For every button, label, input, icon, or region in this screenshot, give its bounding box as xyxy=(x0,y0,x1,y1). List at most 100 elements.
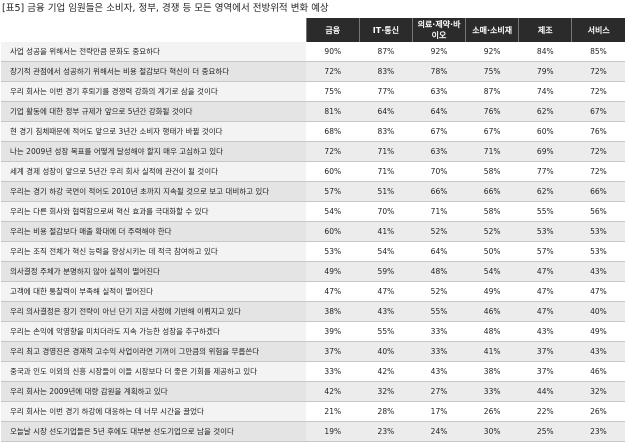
value-cell: 19% xyxy=(306,421,360,442)
value-cell: 64% xyxy=(359,101,413,122)
value-cell: 49% xyxy=(306,261,360,282)
row-label: 중국과 인도 이외의 신흥 시장들이 이들 시장보다 더 좋은 기회를 제공하고… xyxy=(1,361,307,382)
value-cell: 21% xyxy=(306,401,360,422)
value-cell: 33% xyxy=(465,381,519,402)
value-cell: 54% xyxy=(306,201,360,222)
row-label: 사업 성공을 위해서는 전략만큼 문화도 중요하다 xyxy=(1,42,307,62)
value-cell: 53% xyxy=(571,221,625,242)
table-row: 우리 의사결정은 장기 전략이 아닌 단기 지금 사정에 기반해 이뤄지고 있다… xyxy=(1,301,625,322)
table-row: 현 경기 침체때문에 적어도 앞으로 3년간 소비자 행태가 바뀔 것이다 68%… xyxy=(1,121,625,142)
column-header: 제조 xyxy=(518,18,572,42)
value-cell: 26% xyxy=(571,401,625,422)
value-cell: 52% xyxy=(465,221,519,242)
value-cell: 24% xyxy=(412,421,466,442)
row-label: 우리 회사는 이번 경기 후퇴기를 경쟁력 강화의 계기로 삼을 것이다 xyxy=(1,81,307,102)
row-label: 우리 최고 경영진은 경재적 고수익 사업이라면 기꺼이 그만큼의 위험을 무릅… xyxy=(1,341,307,362)
value-cell: 47% xyxy=(518,301,572,322)
value-cell: 53% xyxy=(306,241,360,262)
row-label: 우리는 조직 전체가 혁신 능력을 향상시키는 데 적극 참여하고 있다 xyxy=(1,241,307,262)
row-label: 세계 경제 성장이 앞으로 5년간 우리 회사 실적에 관건이 될 것이다 xyxy=(1,161,307,182)
value-cell: 75% xyxy=(306,81,360,102)
table-row: 나는 2009년 성장 목표를 어떻게 달성해야 할지 매우 고심하고 있다 72… xyxy=(1,141,625,162)
row-label: 우리 의사결정은 장기 전략이 아닌 단기 지금 사정에 기반해 이뤄지고 있다 xyxy=(1,301,307,322)
value-cell: 74% xyxy=(518,81,572,102)
value-cell: 72% xyxy=(571,61,625,82)
value-cell: 51% xyxy=(359,181,413,202)
value-cell: 72% xyxy=(306,61,360,82)
value-cell: 54% xyxy=(465,261,519,282)
value-cell: 33% xyxy=(412,341,466,362)
table-row: 의사결정 주체가 분명하지 않아 실적이 떨어진다 49% 59% 48% 54% 47%… xyxy=(1,261,625,282)
table-row: 고객에 대한 통찰력이 부족해 실적이 떨어진다 47% 47% 52% 49% 47% 4… xyxy=(1,281,625,302)
value-cell: 47% xyxy=(518,261,572,282)
value-cell: 48% xyxy=(465,321,519,342)
value-cell: 55% xyxy=(518,201,572,222)
row-label: 우리는 손익에 악영향을 미치더라도 지속 가능한 성장을 추구하겠다 xyxy=(1,321,307,342)
row-label: 우리 회사는 이번 경기 하강에 대응하는 데 너무 시간을 끌었다 xyxy=(1,401,307,422)
value-cell: 37% xyxy=(518,341,572,362)
table-row: 오늘날 시장 선도기업들은 5년 후에도 대부분 선도기업으로 남을 것이다 19… xyxy=(1,421,625,442)
value-cell: 67% xyxy=(571,101,625,122)
value-cell: 26% xyxy=(465,401,519,422)
table-row: 우리 최고 경영진은 경재적 고수익 사업이라면 기꺼이 그만큼의 위험을 무릅… xyxy=(1,341,625,362)
value-cell: 22% xyxy=(518,401,572,422)
value-cell: 43% xyxy=(518,321,572,342)
value-cell: 55% xyxy=(412,301,466,322)
row-label: 우리 회사는 2009년에 대량 감원을 계획하고 있다 xyxy=(1,381,307,402)
value-cell: 40% xyxy=(571,301,625,322)
row-label: 고객에 대한 통찰력이 부족해 실적이 떨어진다 xyxy=(1,281,307,302)
value-cell: 47% xyxy=(571,281,625,302)
row-label: 의사결정 주체가 분명하지 않아 실적이 떨어진다 xyxy=(1,261,307,282)
row-label: 우리는 비용 절감보다 매출 확대에 더 주력해야 한다 xyxy=(1,221,307,242)
value-cell: 81% xyxy=(306,101,360,122)
value-cell: 17% xyxy=(412,401,466,422)
survey-table: 금융 IT·통신 의료·제약·바이오 소매·소비재 제조 서비스 사업 성공을 … xyxy=(1,18,625,442)
row-label: 우리는 경기 하강 국면이 적어도 2010년 초까지 지속될 것으로 보고 대… xyxy=(1,181,307,202)
row-label: 기업 활동에 대한 정부 규제가 앞으로 5년간 강화될 것이다 xyxy=(1,101,307,122)
value-cell: 84% xyxy=(518,42,572,62)
value-cell: 68% xyxy=(306,121,360,142)
table-row: 우리는 손익에 악영향을 미치더라도 지속 가능한 성장을 추구하겠다 39% 55… xyxy=(1,321,625,342)
value-cell: 37% xyxy=(306,341,360,362)
table-row: 중국과 인도 이외의 신흥 시장들이 이들 시장보다 더 좋은 기회를 제공하고… xyxy=(1,361,625,382)
column-header: 서비스 xyxy=(571,18,625,42)
value-cell: 27% xyxy=(412,381,466,402)
table-row: 우리 회사는 이번 경기 후퇴기를 경쟁력 강화의 계기로 삼을 것이다 75% 7… xyxy=(1,81,625,102)
value-cell: 70% xyxy=(412,161,466,182)
value-cell: 72% xyxy=(306,141,360,162)
column-header: IT·통신 xyxy=(358,18,413,42)
value-cell: 72% xyxy=(571,81,625,102)
value-cell: 60% xyxy=(518,121,572,142)
header-row: 금융 IT·통신 의료·제약·바이오 소매·소비재 제조 서비스 xyxy=(1,18,625,42)
value-cell: 66% xyxy=(571,181,625,202)
value-cell: 52% xyxy=(412,281,466,302)
value-cell: 40% xyxy=(359,341,413,362)
value-cell: 50% xyxy=(465,241,519,262)
table-row: 기업 활동에 대한 정부 규제가 앞으로 5년간 강화될 것이다 81% 64% 64… xyxy=(1,101,625,122)
value-cell: 38% xyxy=(306,301,360,322)
table-row: 우리는 조직 전체가 혁신 능력을 향상시키는 데 적극 참여하고 있다 53% 5… xyxy=(1,241,625,262)
value-cell: 66% xyxy=(412,181,466,202)
value-cell: 71% xyxy=(359,141,413,162)
row-label: 오늘날 시장 선도기업들은 5년 후에도 대부분 선도기업으로 남을 것이다 xyxy=(1,421,307,442)
value-cell: 58% xyxy=(465,161,519,182)
row-label: 우리는 다른 회사와 협력함으로써 혁신 효과를 극대화할 수 있다 xyxy=(1,201,307,222)
value-cell: 42% xyxy=(359,361,413,382)
value-cell: 63% xyxy=(412,141,466,162)
value-cell: 41% xyxy=(465,341,519,362)
value-cell: 71% xyxy=(465,141,519,162)
value-cell: 83% xyxy=(359,61,413,82)
table-row: 우리는 비용 절감보다 매출 확대에 더 주력해야 한다 60% 41% 52% 52%… xyxy=(1,221,625,242)
value-cell: 48% xyxy=(412,261,466,282)
value-cell: 23% xyxy=(359,421,413,442)
value-cell: 32% xyxy=(571,381,625,402)
value-cell: 77% xyxy=(359,81,413,102)
value-cell: 30% xyxy=(465,421,519,442)
value-cell: 67% xyxy=(465,121,519,142)
value-cell: 33% xyxy=(306,361,360,382)
value-cell: 60% xyxy=(306,161,360,182)
header-blank-cell xyxy=(1,18,307,42)
value-cell: 59% xyxy=(359,261,413,282)
value-cell: 66% xyxy=(465,181,519,202)
value-cell: 87% xyxy=(465,81,519,102)
